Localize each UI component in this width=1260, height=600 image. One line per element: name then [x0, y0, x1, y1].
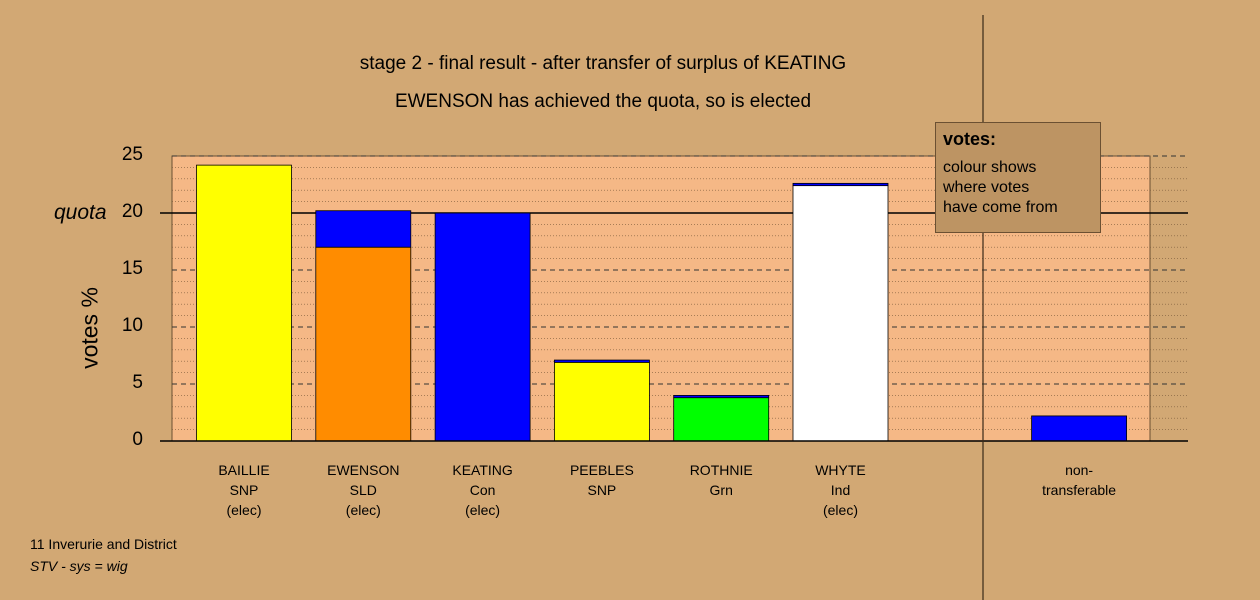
chart-title: stage 2 - final result - after transfer … — [359, 53, 847, 74]
y-tick-label: 5 — [132, 372, 143, 393]
legend-title: votes: — [943, 129, 997, 149]
category-name — [900, 460, 1020, 480]
category-party: Con — [469, 482, 496, 498]
category-name: KEATING — [452, 462, 513, 478]
bar-segment — [673, 394, 770, 399]
category-status: (elec) — [465, 502, 501, 518]
category-label: BAILLIE SNP (elec) — [184, 460, 304, 520]
category-party: SNP — [229, 482, 259, 498]
category-label: WHYTE Ind (elec) — [781, 460, 901, 520]
y-tick-label: 15 — [121, 258, 143, 279]
category-status — [542, 500, 662, 520]
bar-segment — [196, 164, 292, 442]
bar-segment — [1031, 415, 1127, 442]
category-status: (elec) — [822, 502, 858, 518]
category-label: EWENSON SLD (elec) — [303, 460, 423, 520]
bar-segment — [315, 210, 412, 248]
bar-segment — [792, 182, 889, 187]
category-party: SNP — [587, 482, 617, 498]
category-label: ROTHNIE Grn — [661, 460, 781, 520]
category-label: PEEBLES SNP — [542, 460, 662, 520]
category-party: Grn — [709, 482, 733, 498]
legend-line: colour shows — [943, 159, 1037, 176]
chart-subtitle: EWENSON has achieved the quota, so is el… — [394, 91, 812, 112]
footer-system: STV - sys = wig — [30, 558, 128, 574]
category-status: (elec) — [226, 502, 262, 518]
category-name: non- — [1065, 462, 1094, 478]
category-party: SLD — [349, 482, 377, 498]
category-name: EWENSON — [327, 462, 400, 478]
y-tick-label: 0 — [132, 429, 143, 450]
footer-constituency: 11 Inverurie and District — [30, 536, 177, 552]
category-status — [1019, 500, 1139, 520]
y-tick-label: 20 — [121, 201, 143, 222]
bar-segment — [554, 361, 650, 442]
category-party — [900, 480, 1020, 500]
category-label: KEATING Con (elec) — [423, 460, 543, 520]
category-status: (elec) — [345, 502, 381, 518]
category-label — [900, 460, 1020, 520]
legend: votes: colour shows where votes have com… — [935, 122, 1101, 233]
bar-segment — [792, 185, 889, 442]
category-name: ROTHNIE — [689, 462, 753, 478]
bar-segment — [554, 359, 650, 363]
bar-segment — [315, 246, 412, 442]
category-status — [661, 500, 781, 520]
bar-segment — [434, 212, 531, 442]
category-name: WHYTE — [815, 462, 866, 478]
bar-segment — [673, 397, 770, 442]
category-status — [900, 500, 1020, 520]
y-tick-label: 10 — [121, 315, 143, 336]
category-party: transferable — [1042, 482, 1117, 498]
category-name: BAILLIE — [218, 462, 270, 478]
legend-line: have come from — [943, 199, 1058, 216]
y-tick-label: 25 — [121, 144, 143, 165]
category-party: Ind — [830, 482, 851, 498]
quota-label: quota — [54, 201, 107, 224]
legend-line: where votes — [943, 179, 1030, 196]
category-label: non-transferable — [1019, 460, 1139, 520]
category-name: PEEBLES — [569, 462, 634, 478]
